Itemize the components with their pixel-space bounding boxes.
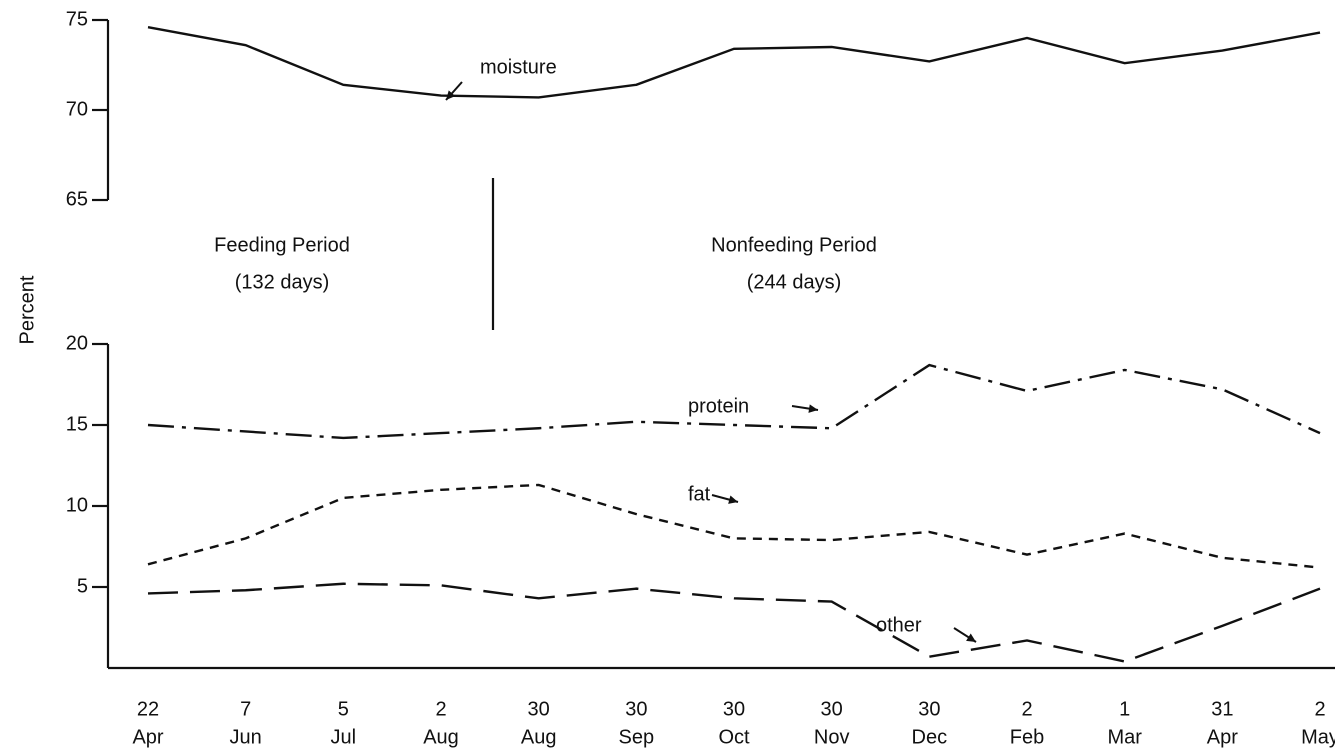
arrow-head [446, 90, 456, 100]
x-tick-label: Jul [331, 726, 357, 748]
series-label: other [876, 614, 922, 636]
y-tick-label: 70 [66, 98, 88, 120]
x-tick-label: 30 [918, 698, 940, 720]
series-label: fat [688, 483, 711, 505]
y-tick-label: 10 [66, 494, 88, 516]
annotation: (244 days) [747, 271, 842, 293]
x-tick-label: Aug [423, 726, 459, 748]
x-tick-label: Apr [132, 726, 163, 748]
y-tick-label: 65 [66, 188, 88, 210]
arrow-head [966, 633, 976, 642]
x-tick-label: 2 [1314, 698, 1325, 720]
x-tick-label: 30 [625, 698, 647, 720]
x-tick-label: Nov [814, 726, 850, 748]
annotation: Feeding Period [214, 234, 350, 256]
x-tick-label: 7 [240, 698, 251, 720]
annotation: (132 days) [235, 271, 330, 293]
y-tick-label: 20 [66, 332, 88, 354]
y-tick-label: 15 [66, 413, 88, 435]
x-tick-label: 30 [723, 698, 745, 720]
x-tick-label: Jun [230, 726, 262, 748]
series-line [147, 363, 1321, 440]
series-label: moisture [480, 56, 557, 78]
x-tick-label: Feb [1010, 726, 1044, 748]
x-tick-label: Dec [912, 726, 948, 748]
series-line [147, 26, 1321, 99]
x-tick-label: 31 [1211, 698, 1233, 720]
x-tick-label: May [1301, 726, 1335, 748]
x-tick-label: Aug [521, 726, 557, 748]
series-label: protein [688, 395, 749, 417]
x-tick-label: 22 [137, 698, 159, 720]
x-tick-label: 30 [821, 698, 843, 720]
x-tick-label: Oct [718, 726, 750, 748]
y-tick-label: 75 [66, 8, 88, 30]
x-tick-label: 2 [1021, 698, 1032, 720]
arrow-head [728, 495, 738, 504]
series-line [147, 582, 1321, 663]
x-tick-label: Apr [1207, 726, 1238, 748]
y-tick-label: 5 [77, 575, 88, 597]
x-tick-label: Mar [1107, 726, 1142, 748]
x-tick-label: Sep [619, 726, 655, 748]
x-tick-label: 2 [435, 698, 446, 720]
x-tick-label: 5 [338, 698, 349, 720]
arrow-head [808, 404, 818, 413]
y-axis-label: Percent [16, 275, 38, 344]
series-line [147, 483, 1321, 569]
annotation: Nonfeeding Period [711, 234, 877, 256]
x-tick-label: 30 [528, 698, 550, 720]
x-tick-label: 1 [1119, 698, 1130, 720]
